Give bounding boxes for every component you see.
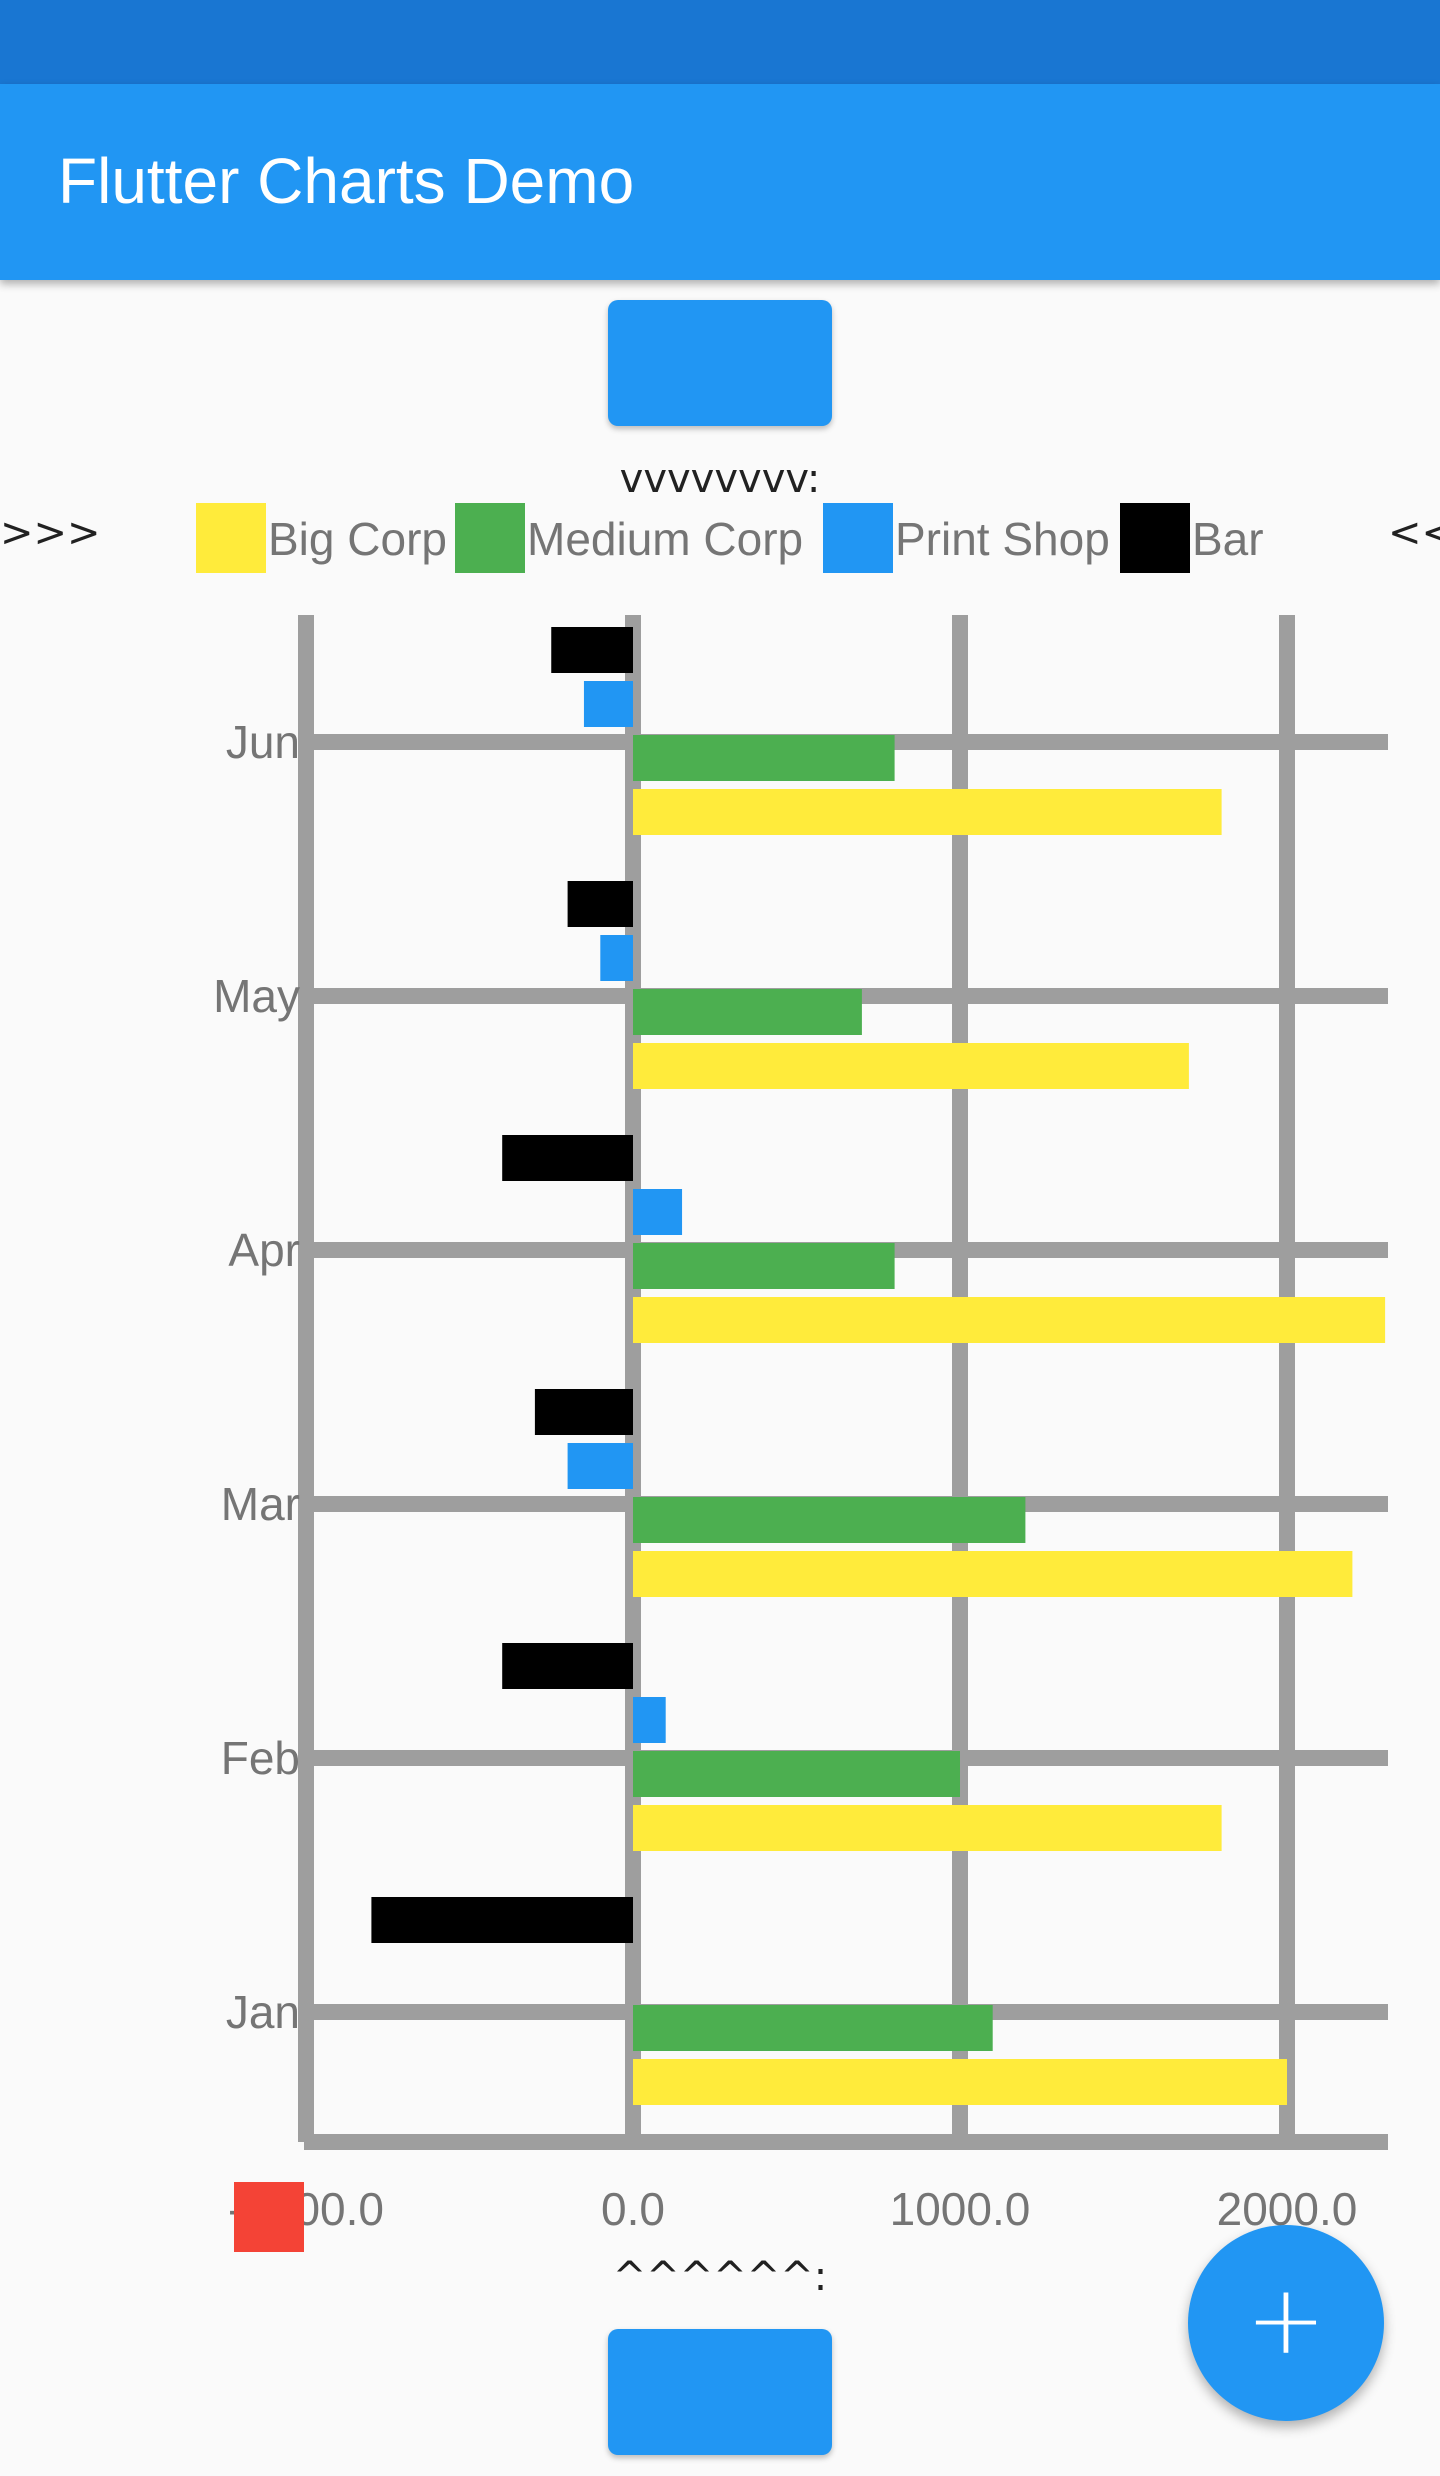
bar-print-shop-jun <box>583 681 633 727</box>
bar-big-corp-feb <box>633 1805 1222 1851</box>
bar-big-corp-apr <box>633 1297 1386 1343</box>
legend-label-bar: Bar <box>1192 513 1264 565</box>
legend-label-medium-corp: Medium Corp <box>527 513 803 565</box>
category-label-jan: Jan <box>226 1986 300 2038</box>
bar-medium-corp-may <box>633 989 862 1035</box>
app-bar: Flutter Charts Demo <box>0 84 1440 280</box>
category-label-feb: Feb <box>221 1732 300 1784</box>
add-fab-button[interactable]: + <box>1188 2225 1384 2421</box>
bar-print-shop-feb <box>633 1697 666 1743</box>
bar-print-shop-may <box>600 935 633 981</box>
legend-swatch-medium-corp <box>455 503 525 573</box>
app-title: Flutter Charts Demo <box>58 145 635 217</box>
x-tick-label: 0.0 <box>601 2183 665 2235</box>
category-label-may: May <box>213 970 300 1022</box>
bar-medium-corp-mar <box>633 1497 1026 1543</box>
bar-medium-corp-apr <box>633 1243 895 1289</box>
red-marker-square <box>234 2182 304 2252</box>
category-label-jun: Jun <box>226 716 300 768</box>
legend-swatch-print-shop <box>823 503 893 573</box>
bar-chart: vvvvvvvv: >>> << Big Corp Medium Corp Print S… <box>0 456 1440 2300</box>
legend-label-print-shop: Print Shop <box>895 513 1110 565</box>
bar-bar-jan <box>371 1897 633 1943</box>
bar-bar-mar <box>534 1389 633 1435</box>
bar-bar-apr <box>502 1135 633 1181</box>
chart-top-label: vvvvvvvv: <box>620 456 821 502</box>
bar-big-corp-jun <box>633 789 1222 835</box>
bar-medium-corp-feb <box>633 1751 960 1797</box>
legend-label-big-corp: Big Corp <box>268 513 447 565</box>
legend-right-arrow: << <box>1388 510 1440 556</box>
bottom-button[interactable] <box>608 2329 832 2455</box>
category-label-apr: Apr <box>228 1224 300 1276</box>
legend-left-arrow: >>> <box>0 510 101 556</box>
legend-swatch-bar <box>1120 503 1190 573</box>
bar-big-corp-mar <box>633 1551 1353 1597</box>
bar-bar-may <box>567 881 633 927</box>
bar-medium-corp-jan <box>633 2005 993 2051</box>
chart-bottom-label: ^^^^^^: <box>613 2254 828 2300</box>
top-button[interactable] <box>608 300 832 426</box>
x-tick-label: 1000.0 <box>890 2183 1031 2235</box>
bar-big-corp-jan <box>633 2059 1287 2105</box>
bar-bar-feb <box>502 1643 633 1689</box>
plus-icon: + <box>1245 2264 1327 2376</box>
bar-print-shop-mar <box>567 1443 633 1489</box>
category-label-mar: Mar <box>221 1478 300 1530</box>
bar-big-corp-may <box>633 1043 1189 1089</box>
bar-print-shop-apr <box>633 1189 683 1235</box>
legend-swatch-big-corp <box>196 503 266 573</box>
status-bar <box>0 0 1440 84</box>
bar-medium-corp-jun <box>633 735 895 781</box>
bar-bar-jun <box>551 627 633 673</box>
